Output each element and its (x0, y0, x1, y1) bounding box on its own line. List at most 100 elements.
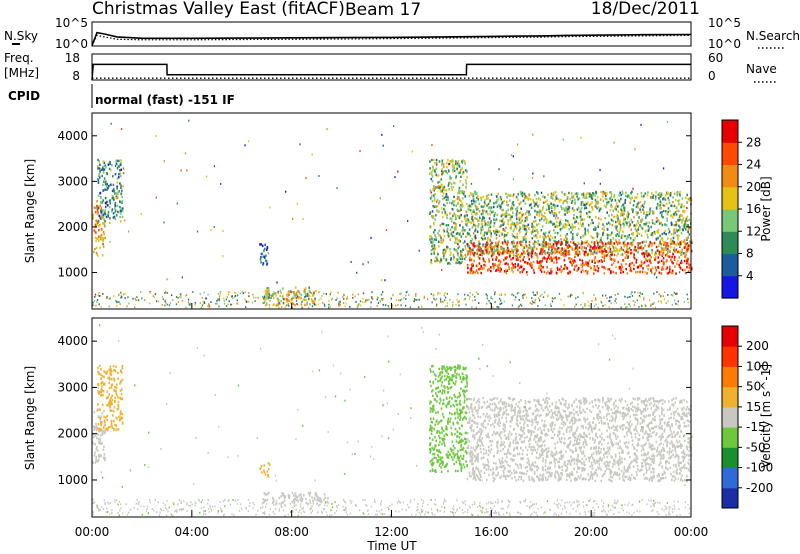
power-cell (650, 256, 652, 259)
velocity-cell (534, 427, 536, 430)
power-cell (608, 306, 610, 308)
power-cell (673, 232, 675, 235)
power-cell (282, 301, 285, 305)
power-cell (538, 261, 541, 264)
power-cell (527, 198, 529, 201)
velocity-cell (102, 448, 105, 451)
power-cell (532, 242, 535, 245)
velocity-cell (679, 424, 681, 427)
power-cell (99, 246, 101, 249)
beam-label: Beam 17 (345, 0, 421, 20)
power-cell (362, 301, 364, 303)
power-cell (247, 140, 250, 143)
power-cell (461, 167, 464, 170)
power-cell (585, 269, 587, 273)
power-cell (457, 252, 459, 255)
power-cell (532, 248, 535, 252)
power-cell (272, 295, 274, 297)
power-cell (500, 246, 503, 250)
power-cell (624, 303, 626, 306)
velocity-cell (293, 494, 295, 497)
power-cell (434, 259, 437, 263)
power-cell (596, 241, 599, 245)
velocity-cell (581, 451, 583, 455)
power-cell (443, 185, 446, 189)
power-cell (523, 267, 525, 271)
power-cell (455, 175, 457, 178)
velocity-cell (114, 385, 116, 389)
power-cell (508, 267, 510, 271)
velocity-cell (101, 375, 104, 378)
power-cell (647, 225, 650, 228)
power-cell (470, 250, 472, 254)
power-cell (303, 288, 306, 291)
power-cell (673, 241, 675, 244)
velocity-cell (551, 412, 554, 415)
power-cell (367, 261, 369, 264)
power-cell (227, 303, 229, 306)
velocity-cell (526, 448, 529, 452)
power-cell (512, 200, 515, 204)
power-cell (501, 241, 504, 244)
power-cell (685, 271, 687, 275)
power-cell (550, 270, 553, 273)
power-cell (533, 301, 535, 304)
velocity-cell (458, 367, 460, 370)
power-cell (499, 260, 502, 263)
power-cell (651, 232, 654, 235)
power-cell (480, 212, 483, 216)
power-cell (482, 195, 484, 199)
velocity-cell (614, 399, 617, 402)
power-cell (102, 245, 105, 249)
power-cell (181, 300, 183, 302)
power-cell (662, 295, 664, 297)
power-cell (565, 199, 568, 202)
power-cell (500, 205, 502, 208)
power-cell (644, 244, 646, 247)
power-cell (438, 234, 441, 237)
power-cell (592, 252, 594, 256)
power-cell (484, 264, 487, 267)
power-cell (680, 249, 683, 252)
power-cell (688, 266, 691, 269)
cpid-text: normal (fast) -151 IF (95, 93, 235, 107)
power-cell (568, 206, 571, 209)
power-cell (677, 238, 679, 241)
power-cell (305, 295, 307, 298)
power-cell (433, 231, 435, 234)
power-cell (106, 172, 108, 175)
power-cell (580, 207, 583, 210)
power-cell (102, 243, 104, 246)
power-cell (528, 251, 530, 255)
power-cell (98, 167, 101, 170)
power-cell (529, 264, 532, 268)
velocity-cell (448, 382, 450, 385)
power-cell (507, 241, 509, 244)
power-cell (441, 222, 443, 225)
velocity-cell (98, 392, 101, 395)
velocity-cell (319, 499, 321, 503)
power-cell (479, 216, 481, 219)
velocity-cell (431, 421, 434, 424)
velocity-cell (460, 454, 462, 458)
velocity-cell (519, 409, 522, 413)
velocity-cell (261, 501, 264, 505)
power-cell (458, 186, 461, 190)
power-cell (631, 190, 633, 193)
velocity-cell (97, 458, 100, 462)
velocity-cell (115, 383, 118, 386)
power-cell (525, 296, 528, 299)
velocity-cell (446, 397, 448, 400)
power-cell (631, 232, 633, 236)
power-cell (621, 210, 624, 213)
power-cell (589, 192, 591, 195)
power-cell (492, 245, 495, 249)
power-cell (637, 221, 640, 225)
power-cell (514, 235, 516, 239)
velocity-cell (108, 400, 111, 403)
power-cell (98, 291, 100, 294)
power-cell (203, 291, 205, 294)
power-cell (589, 244, 591, 247)
power-cell (566, 267, 569, 270)
power-cell (111, 164, 113, 167)
